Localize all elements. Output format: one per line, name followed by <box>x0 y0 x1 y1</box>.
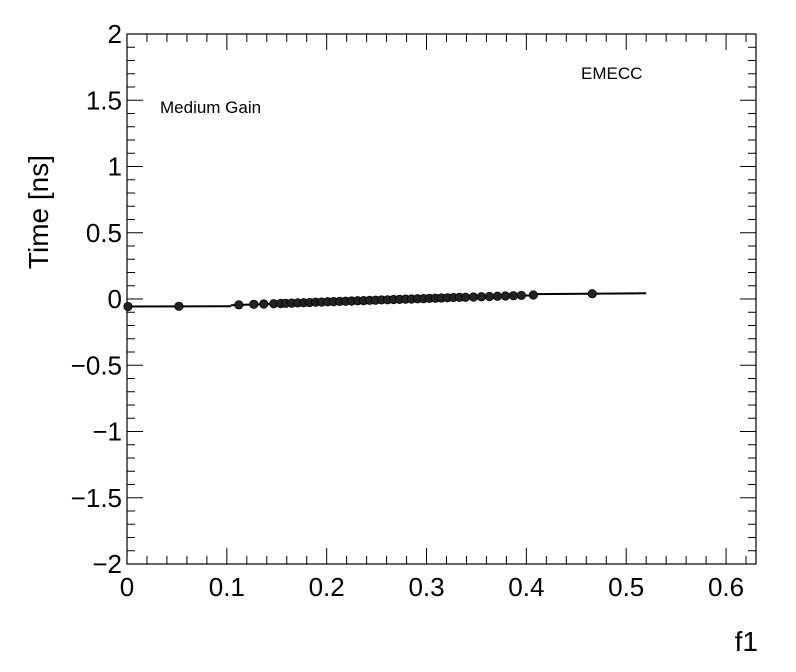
data-point <box>500 291 510 301</box>
y-tick-label: −1 <box>92 417 122 447</box>
data-point <box>234 300 244 310</box>
y-tick-label: −1.5 <box>71 483 122 513</box>
y-tick-label: −2 <box>92 549 122 579</box>
data-point <box>492 291 503 301</box>
y-axis-ticks <box>127 33 756 565</box>
y-tick-label: −0.5 <box>71 350 122 380</box>
x-axis-tick-labels: 0 0.1 0.2 0.3 0.4 0.5 0.6 <box>120 572 744 602</box>
data-point <box>259 299 269 309</box>
emecc-label: EMECC <box>581 64 642 83</box>
data-point <box>460 292 471 302</box>
data-point <box>587 289 597 299</box>
x-tick-label: 0.5 <box>608 572 644 602</box>
x-tick-label: 0.2 <box>309 572 345 602</box>
y-axis-title: Time [ns] <box>23 155 54 269</box>
y-tick-label: 0.5 <box>86 218 122 248</box>
x-tick-label: 0.1 <box>209 572 245 602</box>
data-points <box>123 289 597 312</box>
data-point <box>508 291 518 301</box>
y-tick-label: 1.5 <box>86 85 122 115</box>
x-axis-title: f1 <box>735 626 758 657</box>
y-tick-label: 2 <box>108 19 122 49</box>
x-tick-label: 0.3 <box>408 572 444 602</box>
x-tick-label: 0 <box>120 572 134 602</box>
data-point <box>528 290 538 300</box>
data-point <box>476 292 487 302</box>
data-point <box>249 299 259 309</box>
y-tick-label: 1 <box>108 152 122 182</box>
data-point <box>123 301 133 312</box>
x-tick-label: 0.6 <box>708 572 744 602</box>
data-point <box>468 292 479 302</box>
y-tick-label: 0 <box>108 284 122 314</box>
medium-gain-label: Medium Gain <box>160 98 261 117</box>
data-point <box>174 301 184 311</box>
x-tick-label: 0.4 <box>508 572 544 602</box>
data-point <box>484 291 495 302</box>
data-point <box>516 290 526 301</box>
y-axis-tick-labels: −2 −1.5 −1 −0.5 0 0.5 1 1.5 2 <box>71 19 122 579</box>
